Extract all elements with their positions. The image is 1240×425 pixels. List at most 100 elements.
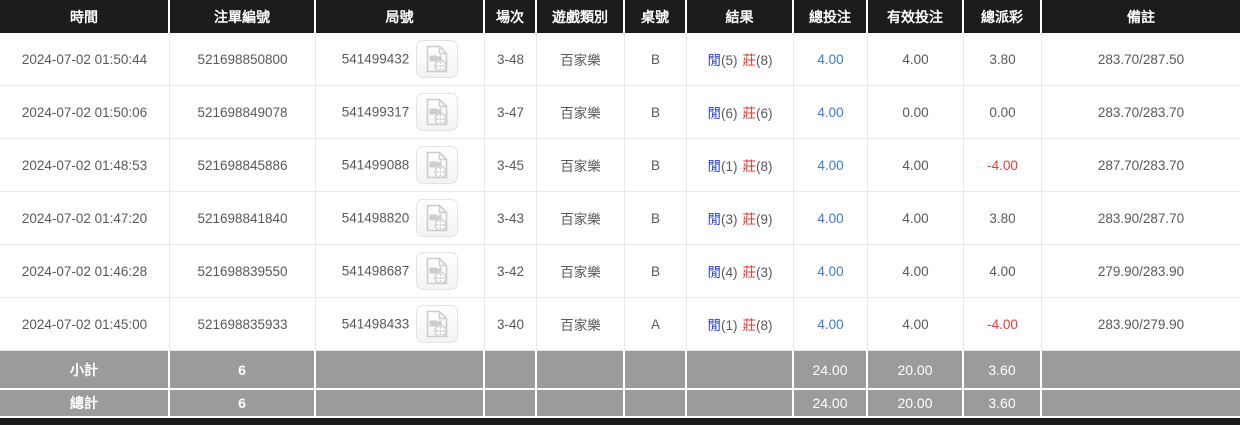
cell-round-id: 541499432 xyxy=(316,33,485,86)
result-banker-value: (9) xyxy=(756,212,773,227)
cell-remark: 283.90/279.90 xyxy=(1042,298,1240,351)
video-file-icon xyxy=(426,98,448,126)
cell-result: 閒(6) 莊(6) xyxy=(687,86,794,139)
table-row: 2024-07-02 01:50:06 521698849078 5414993… xyxy=(0,86,1240,139)
cell-result: 閒(3) 莊(9) xyxy=(687,192,794,245)
result-player-label: 閒 xyxy=(707,318,722,333)
result-banker-label: 莊 xyxy=(742,106,757,121)
result-player-value: (4) xyxy=(721,265,738,280)
total-row: 總計 6 24.00 20.00 3.60 xyxy=(0,390,1240,418)
cell-remark: 287.70/283.70 xyxy=(1042,139,1240,192)
video-file-icon xyxy=(426,151,448,179)
cell-total-payout: -4.00 xyxy=(964,139,1042,192)
cell-round-id: 541498820 xyxy=(316,192,485,245)
total-empty-result xyxy=(687,390,794,418)
cell-valid-bet: 4.00 xyxy=(868,33,964,86)
result-banker-label: 莊 xyxy=(742,265,757,280)
total-empty-session xyxy=(485,390,537,418)
subtotal-valid-bet: 20.00 xyxy=(868,351,964,390)
cell-session: 3-48 xyxy=(485,33,537,86)
cell-remark: 283.70/283.70 xyxy=(1042,86,1240,139)
cell-time: 2024-07-02 01:47:20 xyxy=(0,192,170,245)
table-header-row: 時間 注單編號 局號 場次 遊戲類別 桌號 結果 總投注 有效投注 總派彩 備註 xyxy=(0,0,1240,33)
cell-remark: 283.70/287.50 xyxy=(1042,33,1240,86)
cell-total-payout: 3.80 xyxy=(964,33,1042,86)
cell-total-payout: 0.00 xyxy=(964,86,1042,139)
subtotal-empty-game xyxy=(537,351,625,390)
cell-table-no: B xyxy=(625,86,687,139)
total-count: 6 xyxy=(170,390,316,418)
video-replay-button[interactable] xyxy=(416,146,459,184)
cell-total-bet: 4.00 xyxy=(794,298,868,351)
result-player-label: 閒 xyxy=(707,159,722,174)
round-id-text: 541498820 xyxy=(341,210,410,226)
result-banker-label: 莊 xyxy=(742,212,757,227)
cell-remark: 283.90/287.70 xyxy=(1042,192,1240,245)
cell-round-id: 541498433 xyxy=(316,298,485,351)
subtotal-total-payout: 3.60 xyxy=(964,351,1042,390)
cell-table-no: B xyxy=(625,139,687,192)
cell-bet-id: 521698835933 xyxy=(170,298,316,351)
result-banker-value: (8) xyxy=(756,318,773,333)
col-header-game-type: 遊戲類別 xyxy=(537,0,625,33)
cell-bet-id: 521698850800 xyxy=(170,33,316,86)
video-replay-button[interactable] xyxy=(416,40,459,78)
subtotal-label: 小計 xyxy=(0,351,170,390)
cell-bet-id: 521698845886 xyxy=(170,139,316,192)
cell-table-no: A xyxy=(625,298,687,351)
cell-total-bet: 4.00 xyxy=(794,33,868,86)
cell-time: 2024-07-02 01:50:06 xyxy=(0,86,170,139)
result-banker-value: (8) xyxy=(756,53,773,68)
round-id-text: 541498433 xyxy=(341,316,410,332)
video-file-icon xyxy=(426,257,448,285)
result-banker-label: 莊 xyxy=(742,53,757,68)
col-header-bet-id: 注單編號 xyxy=(170,0,316,33)
video-replay-button[interactable] xyxy=(416,252,459,290)
subtotal-empty-result xyxy=(687,351,794,390)
subtotal-count: 6 xyxy=(170,351,316,390)
cell-valid-bet: 4.00 xyxy=(868,192,964,245)
total-valid-bet: 20.00 xyxy=(868,390,964,418)
cell-result: 閒(1) 莊(8) xyxy=(687,298,794,351)
video-replay-button[interactable] xyxy=(416,93,459,131)
cell-session: 3-40 xyxy=(485,298,537,351)
result-player-value: (6) xyxy=(721,106,738,121)
video-replay-button[interactable] xyxy=(416,199,459,237)
col-header-round-id: 局號 xyxy=(316,0,485,33)
cell-total-bet: 4.00 xyxy=(794,86,868,139)
cell-game-type: 百家樂 xyxy=(537,298,625,351)
table-row: 2024-07-02 01:50:44 521698850800 5414994… xyxy=(0,33,1240,86)
bottom-header-strip xyxy=(0,418,1240,425)
cell-round-id: 541499317 xyxy=(316,86,485,139)
result-player-value: (5) xyxy=(721,53,738,68)
cell-valid-bet: 4.00 xyxy=(868,298,964,351)
cell-bet-id: 521698839550 xyxy=(170,245,316,298)
col-header-remark: 備註 xyxy=(1042,0,1240,33)
cell-time: 2024-07-02 01:48:53 xyxy=(0,139,170,192)
cell-round-id: 541499088 xyxy=(316,139,485,192)
cell-valid-bet: 4.00 xyxy=(868,139,964,192)
result-banker-label: 莊 xyxy=(742,318,757,333)
cell-bet-id: 521698841840 xyxy=(170,192,316,245)
video-replay-button[interactable] xyxy=(416,305,459,343)
cell-table-no: B xyxy=(625,33,687,86)
cell-total-bet: 4.00 xyxy=(794,245,868,298)
result-banker-value: (3) xyxy=(756,265,773,280)
cell-table-no: B xyxy=(625,192,687,245)
col-header-table-no: 桌號 xyxy=(625,0,687,33)
video-file-icon xyxy=(426,45,448,73)
cell-time: 2024-07-02 01:45:00 xyxy=(0,298,170,351)
cell-table-no: B xyxy=(625,245,687,298)
cell-time: 2024-07-02 01:50:44 xyxy=(0,33,170,86)
total-label: 總計 xyxy=(0,390,170,418)
total-empty-table xyxy=(625,390,687,418)
total-total-payout: 3.60 xyxy=(964,390,1042,418)
table-row: 2024-07-02 01:46:28 521698839550 5414986… xyxy=(0,245,1240,298)
cell-valid-bet: 4.00 xyxy=(868,245,964,298)
subtotal-empty-table xyxy=(625,351,687,390)
cell-total-bet: 4.00 xyxy=(794,139,868,192)
cell-bet-id: 521698849078 xyxy=(170,86,316,139)
table-row: 2024-07-02 01:47:20 521698841840 5414988… xyxy=(0,192,1240,245)
